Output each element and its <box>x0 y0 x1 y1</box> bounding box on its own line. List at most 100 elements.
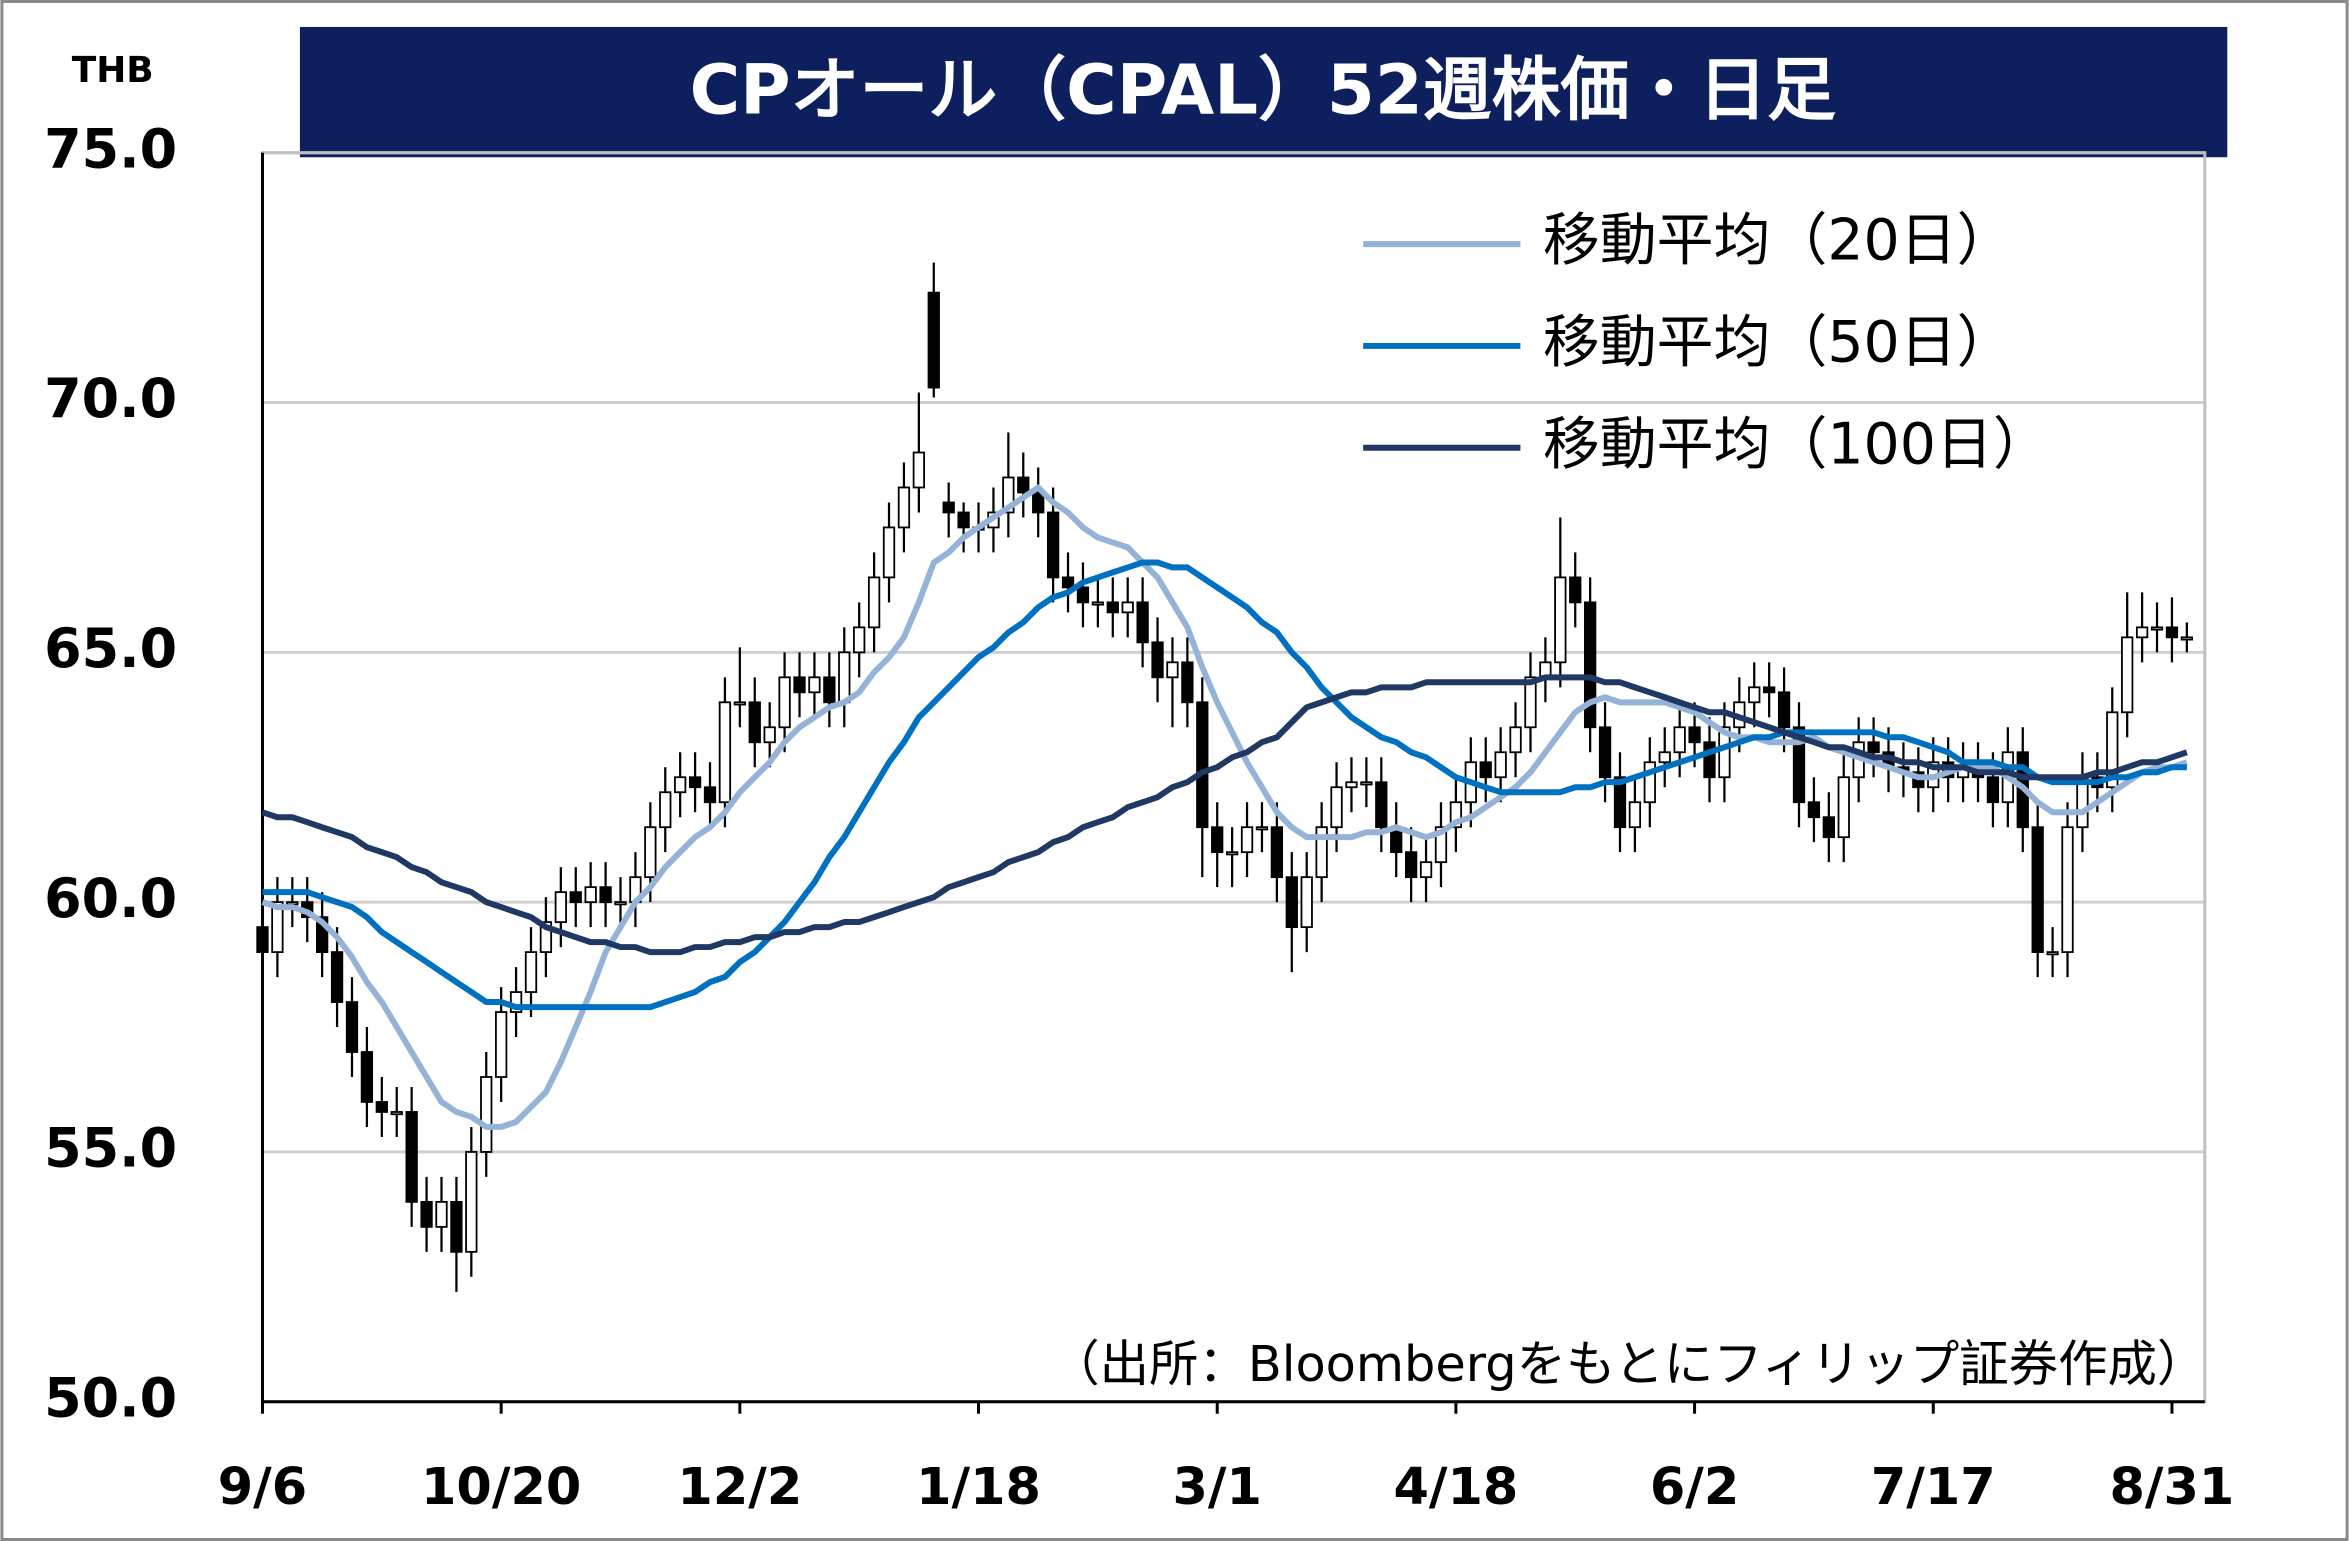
candle-body <box>1613 776 1627 829</box>
candle-body <box>614 901 627 906</box>
candle-body <box>1777 691 1791 729</box>
candle-body <box>1181 661 1194 704</box>
candle-body <box>659 791 672 829</box>
candle-body <box>480 1076 493 1153</box>
candle-body <box>1569 576 1582 604</box>
candle-body <box>1837 776 1850 839</box>
candle-body <box>1434 826 1448 864</box>
candle-body <box>584 886 597 904</box>
candle-body <box>2150 626 2164 631</box>
candle-body <box>1986 776 2000 804</box>
candle-body <box>823 676 836 704</box>
candle-body <box>360 1051 374 1103</box>
candle-body <box>256 926 269 953</box>
x-tick-label: 3/1 <box>1172 1458 1261 1517</box>
candle-body <box>1017 476 1030 494</box>
candle-body <box>853 626 866 654</box>
candle-body <box>2046 951 2059 956</box>
candle-body <box>465 1151 478 1253</box>
candle-body <box>912 451 925 489</box>
candle-body <box>286 901 299 906</box>
y-tick-label: 60.0 <box>44 867 177 930</box>
candle-body <box>1419 861 1433 879</box>
x-tick-label: 4/18 <box>1393 1458 1518 1517</box>
candle-body <box>375 1101 388 1113</box>
candle-body <box>748 701 761 744</box>
candle-body <box>838 651 851 704</box>
candle-body <box>1121 601 1134 614</box>
candle-body <box>1867 741 1880 754</box>
candle-body <box>867 576 881 629</box>
candle-body <box>2106 711 2119 789</box>
candle-body <box>420 1200 433 1228</box>
candle-body <box>390 1111 403 1116</box>
candle-body <box>554 891 567 924</box>
candle-body <box>2165 626 2179 639</box>
candle-body <box>1240 826 1254 854</box>
candle-body <box>1002 476 1015 514</box>
candle-body <box>718 701 732 804</box>
y-tick-label: 75.0 <box>44 117 177 180</box>
candle-body <box>1106 601 1119 614</box>
candle-body <box>495 1011 508 1078</box>
title-banner <box>299 26 2228 158</box>
x-tick-label: 8/31 <box>2110 1458 2235 1517</box>
candle-body <box>1628 801 1642 829</box>
candle-body <box>509 991 523 1013</box>
candle-body <box>1554 576 1567 664</box>
candle-body <box>1822 816 1835 839</box>
candle-body <box>1524 676 1537 729</box>
x-tick-label: 10/20 <box>421 1458 581 1517</box>
candle-body <box>450 1200 463 1253</box>
candle-body <box>271 901 284 953</box>
candle-body <box>1360 781 1373 786</box>
candle-body <box>1285 876 1298 929</box>
candle-body <box>2135 626 2149 639</box>
candle-body <box>1136 601 1149 644</box>
x-tick-label: 12/2 <box>677 1458 802 1517</box>
candle-body <box>524 951 538 993</box>
candle-body <box>1196 701 1209 829</box>
candle-body <box>1479 761 1492 779</box>
candle-body <box>316 916 329 953</box>
candle-body <box>539 921 553 953</box>
candle-body <box>1046 511 1060 579</box>
candle-body <box>1076 586 1090 604</box>
candle-body <box>1688 726 1701 744</box>
candle-body <box>1598 726 1612 779</box>
unit-label: THB <box>72 50 154 91</box>
candle-body <box>644 826 657 879</box>
candle-body <box>1494 751 1507 779</box>
candle-body <box>1345 781 1358 789</box>
moving-average-line <box>261 674 2188 956</box>
candle-body <box>2031 826 2044 953</box>
chart-title: CPオール（CPAL）52週株価・日足 <box>690 50 1837 130</box>
candle-body <box>1166 661 1179 679</box>
candle-body <box>2061 826 2074 953</box>
candle-body <box>674 776 687 794</box>
y-tick-label: 55.0 <box>44 1117 177 1180</box>
candle-body <box>1792 726 1806 804</box>
x-tick-label: 9/6 <box>218 1458 307 1517</box>
x-tick-label: 7/17 <box>1871 1458 1996 1517</box>
x-tick-label: 6/2 <box>1650 1458 1739 1517</box>
legend-label: 移動平均（100日） <box>1543 411 2050 477</box>
candle-body <box>927 291 940 389</box>
candle-body <box>793 676 806 694</box>
candle-body <box>1748 686 1761 704</box>
candle-body <box>599 886 612 904</box>
candle-body <box>1330 786 1343 829</box>
source-note: （出所：Bloombergをもとにフィリップ証券作成） <box>1050 1335 2206 1393</box>
candle-body <box>882 526 896 579</box>
candle-body <box>2180 636 2193 641</box>
candle-body <box>345 1001 359 1053</box>
x-tick-label: 1/18 <box>916 1458 1041 1517</box>
y-tick-label: 65.0 <box>44 617 177 680</box>
candle-body <box>1807 801 1821 819</box>
y-tick-label: 70.0 <box>44 367 177 430</box>
candle-body <box>569 891 582 904</box>
candle-body <box>763 726 776 744</box>
candle-body <box>1449 801 1463 829</box>
candle-body <box>1270 826 1284 879</box>
